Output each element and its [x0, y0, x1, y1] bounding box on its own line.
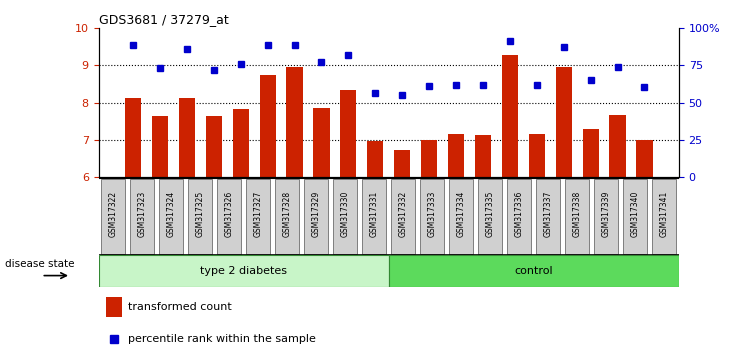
- Bar: [313, 108, 329, 177]
- Bar: [367, 141, 383, 177]
- Bar: [340, 90, 356, 177]
- Text: GSM317335: GSM317335: [485, 190, 495, 237]
- Text: GSM317329: GSM317329: [312, 190, 320, 237]
- Text: GSM317338: GSM317338: [573, 190, 582, 237]
- Text: GSM317325: GSM317325: [196, 190, 204, 237]
- Bar: [389, 255, 679, 287]
- Bar: [233, 109, 249, 177]
- Bar: [594, 178, 618, 254]
- Text: GSM317341: GSM317341: [660, 190, 669, 237]
- Bar: [188, 178, 212, 254]
- Bar: [218, 178, 241, 254]
- Bar: [286, 67, 303, 177]
- Bar: [260, 75, 276, 177]
- Bar: [394, 150, 410, 177]
- Text: transformed count: transformed count: [128, 302, 231, 312]
- Bar: [529, 134, 545, 177]
- Text: GDS3681 / 37279_at: GDS3681 / 37279_at: [99, 13, 228, 26]
- Text: GSM317331: GSM317331: [369, 190, 379, 237]
- Bar: [507, 178, 531, 254]
- Text: GSM317328: GSM317328: [283, 190, 292, 237]
- Text: type 2 diabetes: type 2 diabetes: [200, 266, 287, 276]
- Text: GSM317330: GSM317330: [341, 190, 350, 237]
- Bar: [101, 178, 125, 254]
- Bar: [448, 134, 464, 177]
- Text: GSM317327: GSM317327: [253, 190, 263, 237]
- Bar: [653, 178, 676, 254]
- Bar: [637, 140, 653, 177]
- Bar: [99, 255, 389, 287]
- Text: GSM317333: GSM317333: [428, 190, 437, 237]
- Text: GSM317322: GSM317322: [109, 190, 118, 237]
- Bar: [362, 178, 386, 254]
- Bar: [179, 98, 195, 177]
- Bar: [583, 130, 599, 177]
- Bar: [304, 178, 328, 254]
- Bar: [420, 178, 444, 254]
- Bar: [106, 297, 122, 317]
- Bar: [478, 178, 502, 254]
- Bar: [502, 55, 518, 177]
- Bar: [421, 140, 437, 177]
- Bar: [334, 178, 357, 254]
- Bar: [474, 135, 491, 177]
- Bar: [246, 178, 270, 254]
- Bar: [537, 178, 560, 254]
- Text: GSM317323: GSM317323: [137, 190, 147, 237]
- Bar: [159, 178, 183, 254]
- Bar: [610, 115, 626, 177]
- Text: percentile rank within the sample: percentile rank within the sample: [128, 334, 315, 344]
- Text: GSM317332: GSM317332: [399, 190, 408, 237]
- Bar: [152, 116, 168, 177]
- Bar: [623, 178, 648, 254]
- Text: GSM317339: GSM317339: [602, 190, 611, 237]
- Text: GSM317336: GSM317336: [515, 190, 524, 237]
- Bar: [206, 116, 222, 177]
- Bar: [450, 178, 473, 254]
- Bar: [566, 178, 589, 254]
- Text: GSM317326: GSM317326: [225, 190, 234, 237]
- Text: GSM317334: GSM317334: [457, 190, 466, 237]
- Text: control: control: [515, 266, 553, 276]
- Text: GSM317337: GSM317337: [544, 190, 553, 237]
- Text: disease state: disease state: [5, 259, 74, 269]
- Text: GSM317340: GSM317340: [631, 190, 640, 237]
- Bar: [391, 178, 415, 254]
- Text: GSM317324: GSM317324: [166, 190, 176, 237]
- Bar: [275, 178, 299, 254]
- Bar: [130, 178, 154, 254]
- Bar: [125, 98, 141, 177]
- Bar: [556, 67, 572, 177]
